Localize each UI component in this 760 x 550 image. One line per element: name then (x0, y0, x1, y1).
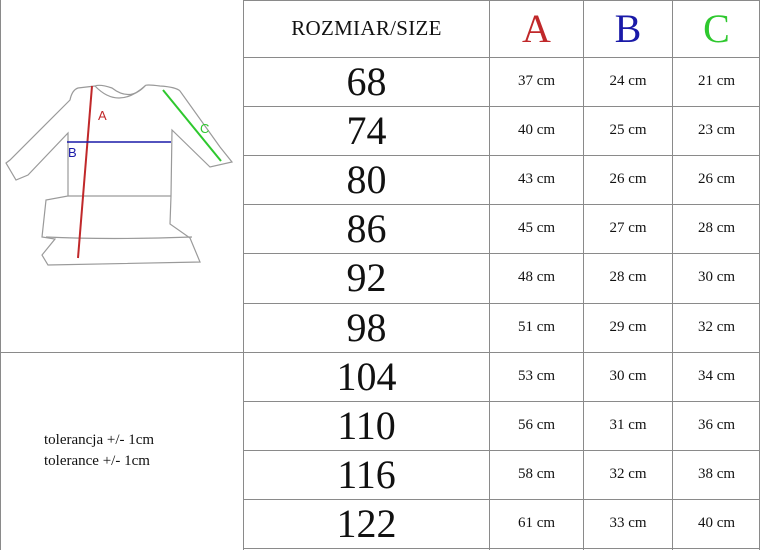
size-value: 80 (346, 157, 387, 203)
col-b-header: B (614, 6, 642, 51)
grid-hline (243, 106, 760, 107)
grid-vline (243, 0, 244, 550)
size-value: 104 (336, 353, 397, 399)
grid-vline (0, 0, 1, 550)
grid-vline (672, 0, 673, 550)
grid-hline (243, 450, 760, 451)
grid-hline (243, 253, 760, 254)
tolerance-note: tolerancja +/- 1cm tolerance +/- 1cm (0, 352, 243, 550)
label-b: B (68, 145, 77, 160)
measure-c-value: 34 cm (697, 367, 736, 384)
measure-a-value: 37 cm (517, 73, 556, 90)
dress-diagram: A B C (5, 84, 234, 266)
measure-b-value: 28 cm (609, 269, 647, 286)
measure-c-value: 28 cm (697, 220, 736, 237)
measure-a-value: 43 cm (517, 171, 556, 188)
measure-a-value: 45 cm (517, 220, 556, 237)
label-c: C (200, 121, 209, 136)
measure-b-value: 32 cm (609, 465, 647, 482)
tolerance-pl: tolerancja +/- 1cm (44, 432, 155, 448)
measure-b-value: 24 cm (609, 73, 647, 90)
measure-b-value: 29 cm (609, 318, 647, 335)
measure-b-value: 33 cm (609, 514, 647, 531)
size-value: 98 (346, 304, 387, 350)
measure-a-value: 40 cm (517, 122, 556, 139)
measure-b-value: 31 cm (609, 416, 647, 433)
label-a: A (98, 108, 107, 123)
measure-c-value: 21 cm (697, 73, 736, 90)
measure-c-value: 23 cm (697, 122, 736, 139)
grid-hline (243, 352, 760, 353)
measure-c-line (162, 89, 222, 162)
measure-c-value: 32 cm (697, 318, 736, 335)
size-value: 122 (336, 500, 397, 546)
measure-a-value: 53 cm (517, 367, 556, 384)
size-value: 92 (346, 255, 387, 301)
measure-b-value: 26 cm (609, 171, 647, 188)
measure-b-value: 25 cm (609, 122, 647, 139)
measure-c-value: 36 cm (697, 416, 736, 433)
measure-a-value: 61 cm (517, 514, 556, 531)
measure-c-value: 40 cm (697, 514, 736, 531)
left-divider (0, 352, 243, 353)
size-header: ROZMIAR/SIZE (291, 16, 442, 40)
measure-a-line (77, 85, 93, 259)
grid-hline (243, 204, 760, 205)
grid-vline (583, 0, 584, 550)
grid-top (243, 0, 760, 1)
measure-b-value: 30 cm (609, 367, 647, 384)
size-value: 110 (337, 402, 396, 448)
grid-hline (243, 401, 760, 402)
size-value: 86 (346, 206, 387, 252)
grid-hline (243, 548, 760, 549)
grid-vline (489, 0, 490, 550)
size-value: 74 (346, 108, 387, 154)
measure-a-value: 56 cm (517, 416, 556, 433)
size-value: 68 (346, 59, 387, 105)
grid-hline (243, 155, 760, 156)
measure-c-value: 30 cm (697, 269, 736, 286)
garment-diagram-panel: A B C tolerancja +/- 1cm tolerance +/- 1… (0, 0, 243, 550)
measure-a-value: 58 cm (517, 465, 556, 482)
grid-hline (243, 499, 760, 500)
col-a-header: A (522, 6, 551, 51)
size-value: 116 (337, 451, 396, 497)
measure-c-value: 26 cm (697, 171, 736, 188)
grid-hline (243, 303, 760, 304)
measure-a-value: 48 cm (517, 269, 556, 286)
tolerance-en: tolerance +/- 1cm (44, 453, 150, 469)
grid-hline (243, 57, 760, 58)
measure-a-value: 51 cm (517, 318, 556, 335)
measure-c-value: 38 cm (697, 465, 736, 482)
col-c-header: C (703, 6, 730, 51)
measure-b-value: 27 cm (609, 220, 647, 237)
